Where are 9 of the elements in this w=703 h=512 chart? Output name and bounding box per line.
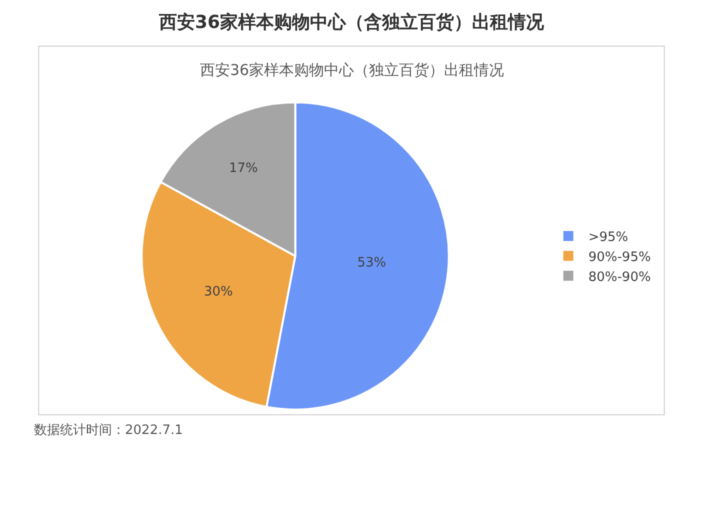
chart-title: 西安36家样本购物中心（含独立百货）出租情况 [158,12,546,33]
legend-label: 90%-95% [588,250,651,265]
text: 数据统计时间：2022.7.1 [34,423,183,438]
data-label: 53% [357,256,386,271]
data-label: 30% [204,284,233,300]
chart-subtitle: 西安36家样本购物中心（独立百货）出租情况 [200,61,504,79]
legend-label: >95% [588,230,628,246]
legend-label: 80%-90% [588,270,651,285]
data-label: 17% [228,160,258,176]
